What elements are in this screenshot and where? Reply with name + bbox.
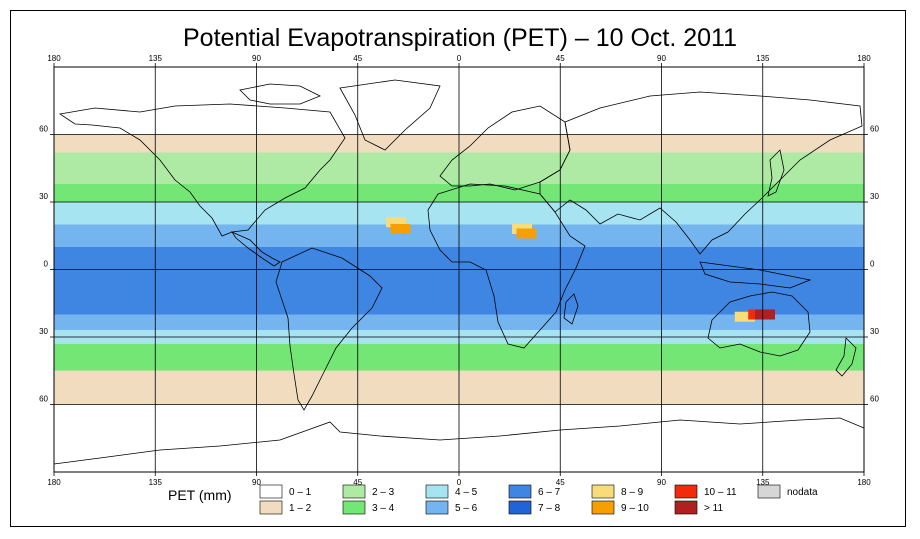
new-zealand-outline — [835, 337, 857, 377]
lon-label-bottom-0: 180 — [47, 478, 61, 487]
legend-swatch-6 — [508, 484, 532, 499]
legend-swatch-8 — [591, 484, 615, 499]
legend-label-2: 2 – 3 — [372, 487, 395, 498]
lon-label-bottom-6: 90 — [657, 478, 666, 487]
axis-ticks: 180 180 135 135 90 90 45 45 0 0 45 45 90 90 135 135 180 1… — [39, 54, 879, 487]
legend-label-6: 6 – 7 — [538, 487, 561, 498]
antarctica-outline — [53, 417, 865, 465]
lon-label-top-8: 180 — [857, 54, 871, 63]
lat-label-right-2: 0 — [870, 260, 875, 269]
continent-outlines — [53, 79, 865, 465]
legend-swatch-9 — [591, 500, 615, 515]
legend-title: PET (mm) — [168, 487, 232, 503]
figure-frame — [10, 10, 906, 527]
greenland-outline — [339, 79, 441, 151]
legend-swatch-7 — [508, 500, 532, 515]
legend-swatch-1 — [259, 500, 283, 515]
legend-label-10: 10 – 11 — [704, 487, 737, 498]
legend-label-0: 0 – 1 — [289, 487, 312, 498]
legend: PET (mm) 0 – 1 1 – 2 2 – 3 3 – 4 4 – 5 5 – 6 6… — [168, 484, 818, 515]
hotspot-6 — [755, 309, 775, 320]
legend-label-5: 5 – 6 — [455, 503, 478, 514]
legend-label-3: 3 – 4 — [372, 503, 395, 514]
legend-label-7: 7 – 8 — [538, 503, 561, 514]
central-america-outline — [230, 231, 281, 267]
legend-label-11: > 11 — [704, 503, 723, 514]
hotspot-4 — [734, 311, 755, 322]
lat-label-left-2: 0 — [44, 260, 49, 269]
lat-label-left-0: 60 — [39, 125, 48, 134]
south-america-outline — [275, 247, 383, 411]
legend-swatch-2 — [342, 484, 366, 499]
lat-label-left-1: 30 — [39, 192, 48, 201]
lon-label-bottom-8: 180 — [857, 478, 871, 487]
legend-label-9: 9 – 10 — [621, 503, 649, 514]
lon-label-bottom-4: 0 — [457, 478, 462, 487]
lat-label-right-1: 30 — [870, 192, 879, 201]
graticule — [54, 67, 864, 472]
lon-label-top-5: 45 — [556, 54, 565, 63]
lat-label-left-3: 30 — [39, 327, 48, 336]
japan-outline — [767, 149, 785, 197]
lon-label-top-7: 135 — [756, 54, 770, 63]
legend-label-4: 4 – 5 — [455, 487, 478, 498]
asia-outline — [539, 91, 863, 255]
legend-swatch-0 — [259, 484, 283, 499]
lon-label-bottom-1: 135 — [149, 478, 163, 487]
arctic-islands-outline — [239, 83, 321, 105]
hotspot-3 — [516, 228, 537, 239]
lat-label-right-3: 30 — [870, 327, 879, 336]
lon-label-bottom-3: 45 — [353, 478, 362, 487]
lon-label-bottom-7: 135 — [756, 478, 770, 487]
lon-label-top-3: 45 — [353, 54, 362, 63]
legend-swatch-10 — [674, 484, 698, 499]
map-title: Potential Evapotranspiration (PET) – 10 … — [182, 24, 737, 52]
hotspot-1 — [390, 224, 411, 234]
legend-swatch-5 — [425, 500, 449, 515]
lat-label-right-0: 60 — [870, 125, 879, 134]
madagascar-outline — [563, 293, 579, 325]
pet-hotspots — [386, 217, 775, 322]
lat-label-left-4: 60 — [39, 395, 48, 404]
lon-label-top-0: 180 — [47, 54, 61, 63]
legend-label-12: nodata — [787, 487, 818, 498]
indonesia-outline — [699, 261, 812, 289]
legend-swatch-4 — [425, 484, 449, 499]
australia-outline — [707, 291, 811, 357]
lon-label-bottom-5: 45 — [556, 478, 565, 487]
legend-swatch-12 — [757, 484, 781, 499]
lon-label-top-4: 0 — [457, 54, 462, 63]
hotspot-0 — [386, 217, 406, 228]
lon-label-top-6: 90 — [657, 54, 666, 63]
lat-label-right-4: 60 — [870, 395, 879, 404]
legend-label-1: 1 – 2 — [289, 503, 312, 514]
lon-label-top-1: 135 — [149, 54, 163, 63]
legend-swatch-3 — [342, 500, 366, 515]
legend-label-8: 8 – 9 — [621, 487, 644, 498]
lon-label-top-2: 90 — [252, 54, 261, 63]
lon-label-bottom-2: 90 — [252, 478, 261, 487]
legend-swatch-11 — [674, 500, 698, 515]
